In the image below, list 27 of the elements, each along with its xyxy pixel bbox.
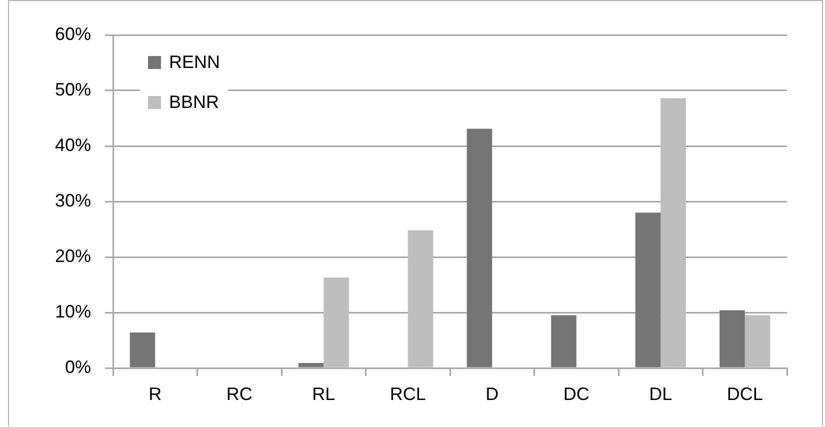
bar xyxy=(466,128,492,368)
bar xyxy=(720,310,745,368)
x-tick-label: DL xyxy=(649,384,672,404)
y-tick-label: 60% xyxy=(54,24,91,44)
bar xyxy=(298,363,324,368)
bar xyxy=(324,278,349,368)
bar xyxy=(660,98,686,368)
bar xyxy=(635,212,661,368)
x-tick-label: RCL xyxy=(390,384,426,404)
y-tick-label: 10% xyxy=(54,301,91,322)
legend-label: BBNR xyxy=(169,92,220,112)
y-tick-label: 50% xyxy=(54,79,91,100)
x-tick-label: RL xyxy=(312,384,336,404)
y-tick-label: 20% xyxy=(54,246,91,266)
x-tick-label: D xyxy=(486,384,499,404)
y-tick-label: 40% xyxy=(54,134,91,155)
y-tick-label: 30% xyxy=(54,190,91,210)
bar xyxy=(408,230,434,368)
x-tick-label: DC xyxy=(563,384,590,404)
bar xyxy=(130,332,156,368)
x-tick-label: R xyxy=(148,384,162,404)
x-tick-label: RC xyxy=(226,384,252,404)
legend-label: RENN xyxy=(169,52,220,72)
bar xyxy=(551,315,576,368)
y-tick-label: 0% xyxy=(64,356,91,377)
bar xyxy=(744,315,770,368)
x-tick-label: DCL xyxy=(726,384,763,404)
